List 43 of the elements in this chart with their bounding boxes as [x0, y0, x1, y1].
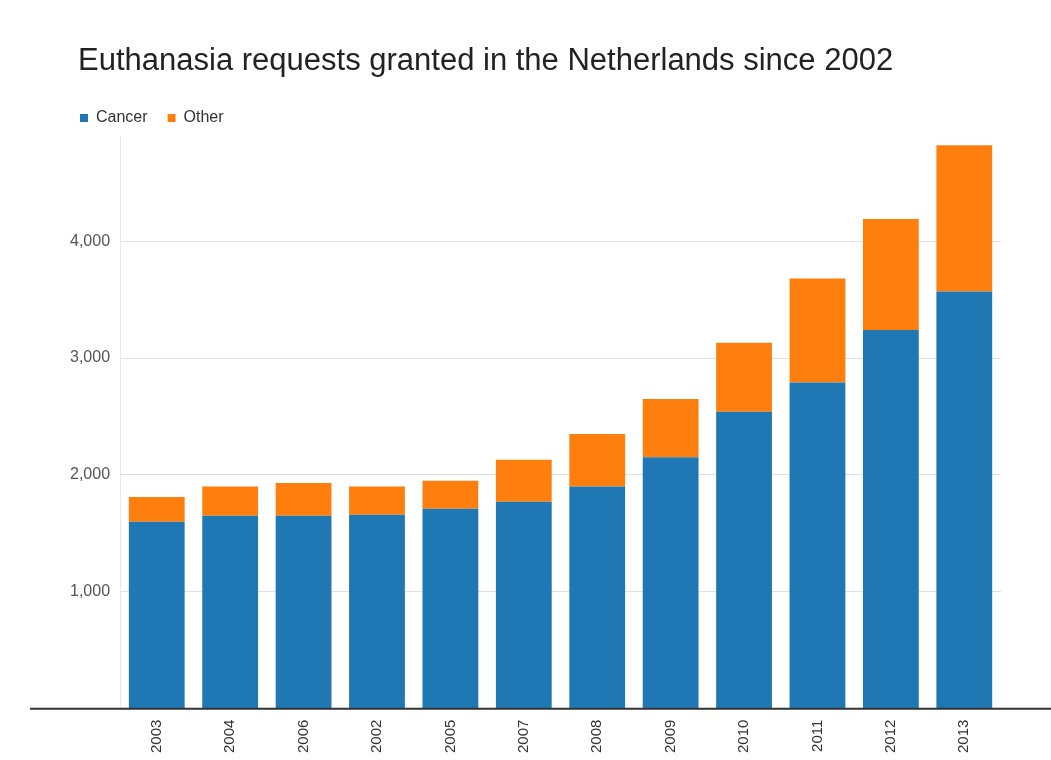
x-tick-label: 2003: [146, 719, 164, 754]
bar: [275, 515, 332, 709]
bar: [202, 486, 259, 516]
bar: [642, 398, 699, 458]
bar: [642, 457, 699, 709]
bar: [128, 497, 185, 522]
x-tick-label: 2004: [220, 719, 238, 754]
bar: [936, 291, 993, 709]
bar: [202, 515, 259, 709]
y-tick-label: 2,000: [69, 465, 111, 483]
x-tick-label: 2011: [807, 719, 825, 752]
y-tick-label: 3,000: [69, 348, 111, 366]
bar: [862, 329, 919, 709]
x-tick-label: 2005: [440, 719, 458, 754]
bar: [422, 508, 479, 709]
bar: [716, 411, 772, 709]
legend-label: Cancer: [96, 108, 149, 126]
bar: [349, 486, 405, 515]
bar: [495, 459, 552, 502]
x-tick-label: 2013: [954, 719, 972, 754]
bar: [789, 382, 846, 709]
bar: [936, 145, 993, 292]
x-tick-label: 2002: [367, 719, 385, 754]
y-tick-label: 1,000: [69, 582, 111, 600]
bar: [569, 434, 626, 487]
bar: [789, 278, 846, 383]
legend-label: Other: [183, 108, 225, 126]
bar: [569, 486, 626, 709]
bar: [422, 480, 479, 509]
x-tick-label: 2010: [734, 719, 752, 754]
chart-title: Euthanasia requests granted in the Netherlands since 2002: [78, 42, 894, 78]
x-tick-label: 2008: [587, 719, 605, 754]
bar: [128, 521, 185, 709]
x-tick-label: 2012: [881, 719, 899, 754]
x-tick-label: 2009: [660, 719, 678, 754]
bar: [862, 218, 919, 330]
bar: [275, 483, 332, 516]
bar: [349, 514, 405, 709]
x-tick-label: 2006: [293, 719, 311, 754]
y-tick-label: 4,000: [69, 231, 111, 249]
x-tick-label: 2007: [513, 719, 531, 754]
bar: [716, 342, 772, 412]
bar: [495, 501, 552, 709]
